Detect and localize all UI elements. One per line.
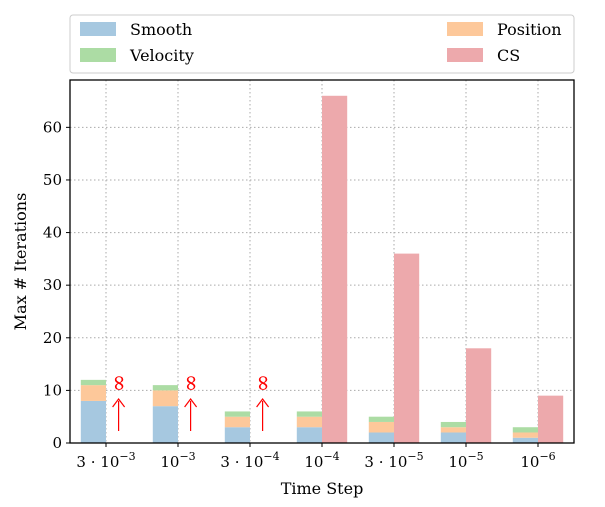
- bar-velocity: [224, 411, 250, 417]
- bar-position: [224, 416, 250, 428]
- x-tick-base: 3 · 10: [76, 453, 119, 471]
- infinity-symbol: ∞: [179, 374, 204, 392]
- x-tick-exponent: −5: [407, 450, 423, 463]
- x-tick-base: 10: [160, 453, 179, 471]
- legend-item-cs: CS: [447, 46, 520, 65]
- y-ticks: 0 10 20 30 40 50 60: [43, 118, 70, 452]
- bar-smooth: [512, 437, 538, 443]
- legend-swatch: [447, 48, 483, 62]
- bar-velocity: [440, 421, 466, 428]
- y-tick-label: 30: [43, 276, 62, 294]
- x-tick-base: 10: [448, 453, 467, 471]
- legend-item-position: Position: [447, 20, 562, 39]
- arrow-head-icon: [112, 398, 126, 408]
- x-tick-label: 3 · 10−4: [220, 450, 279, 471]
- legend-item-velocity: Velocity: [80, 46, 194, 65]
- infinity-symbol: ∞: [251, 374, 276, 392]
- x-tick-exponent: −6: [539, 450, 555, 463]
- legend-item-smooth: Smooth: [80, 20, 192, 39]
- x-tick-label: 3 · 10−3: [76, 450, 135, 471]
- bars: [80, 95, 564, 444]
- legend-swatch: [447, 22, 483, 36]
- bar-cs: [538, 395, 564, 443]
- infinity-annotation: ∞: [251, 374, 276, 431]
- infinity-symbol: ∞: [107, 374, 132, 392]
- bar-smooth: [224, 427, 250, 443]
- x-tick-base: 10: [304, 453, 323, 471]
- bar-position: [512, 432, 538, 438]
- x-tick-label: 10−6: [520, 450, 555, 471]
- annotations: ∞ ∞ ∞: [107, 374, 276, 431]
- bar-smooth: [152, 406, 178, 443]
- y-tick-label: 0: [52, 434, 62, 452]
- x-tick-exponent: −4: [323, 450, 339, 463]
- bar-smooth: [368, 432, 394, 443]
- bar-cs: [466, 348, 492, 443]
- bar-velocity: [512, 427, 538, 433]
- bar-smooth: [296, 427, 322, 443]
- x-axis-label: Time Step: [281, 479, 364, 498]
- legend-label: Smooth: [130, 20, 192, 39]
- bar-cs: [394, 253, 420, 443]
- x-tick-exponent: −3: [119, 450, 135, 463]
- bar-position: [368, 421, 394, 433]
- arrow-head-icon: [184, 398, 198, 408]
- legend-label: Position: [497, 20, 562, 39]
- y-axis-label: Max # Iterations: [11, 193, 30, 331]
- y-tick-label: 20: [43, 329, 62, 347]
- bar-position: [440, 427, 466, 433]
- bar-position: [152, 390, 178, 407]
- x-tick-base: 3 · 10: [364, 453, 407, 471]
- x-ticks: 3 · 10−3 10−3 3 · 10−4 10−4 3 · 10−5 10−5 10−6: [76, 443, 556, 471]
- legend-label: Velocity: [129, 46, 194, 65]
- y-tick-label: 60: [43, 118, 62, 136]
- bar-velocity: [368, 416, 394, 422]
- x-tick-base: 10: [520, 453, 539, 471]
- x-tick-label: 10−3: [160, 450, 195, 471]
- x-tick-base: 3 · 10: [220, 453, 263, 471]
- bar-position: [80, 385, 106, 401]
- x-tick-exponent: −4: [263, 450, 279, 463]
- legend-swatch: [80, 48, 116, 62]
- x-tick-label: 10−4: [304, 450, 339, 471]
- bar-smooth: [80, 400, 106, 443]
- bar-smooth: [440, 432, 466, 443]
- x-tick-label: 3 · 10−5: [364, 450, 423, 471]
- y-tick-label: 10: [43, 381, 62, 399]
- infinity-annotation: ∞: [179, 374, 204, 431]
- x-tick-exponent: −3: [179, 450, 195, 463]
- bar-velocity: [296, 411, 322, 417]
- legend: Smooth Velocity Position CS: [69, 14, 575, 74]
- y-tick-label: 40: [43, 224, 62, 242]
- bar-cs: [322, 95, 348, 444]
- infinity-annotation: ∞: [107, 374, 132, 431]
- y-tick-label: 50: [43, 171, 62, 189]
- x-tick-label: 10−5: [448, 450, 483, 471]
- legend-swatch: [80, 22, 116, 36]
- bar-velocity: [80, 379, 106, 386]
- legend-label: CS: [497, 46, 520, 65]
- x-tick-exponent: −5: [467, 450, 483, 463]
- arrow-head-icon: [256, 398, 270, 408]
- bar-velocity: [152, 385, 178, 391]
- bar-position: [296, 416, 322, 428]
